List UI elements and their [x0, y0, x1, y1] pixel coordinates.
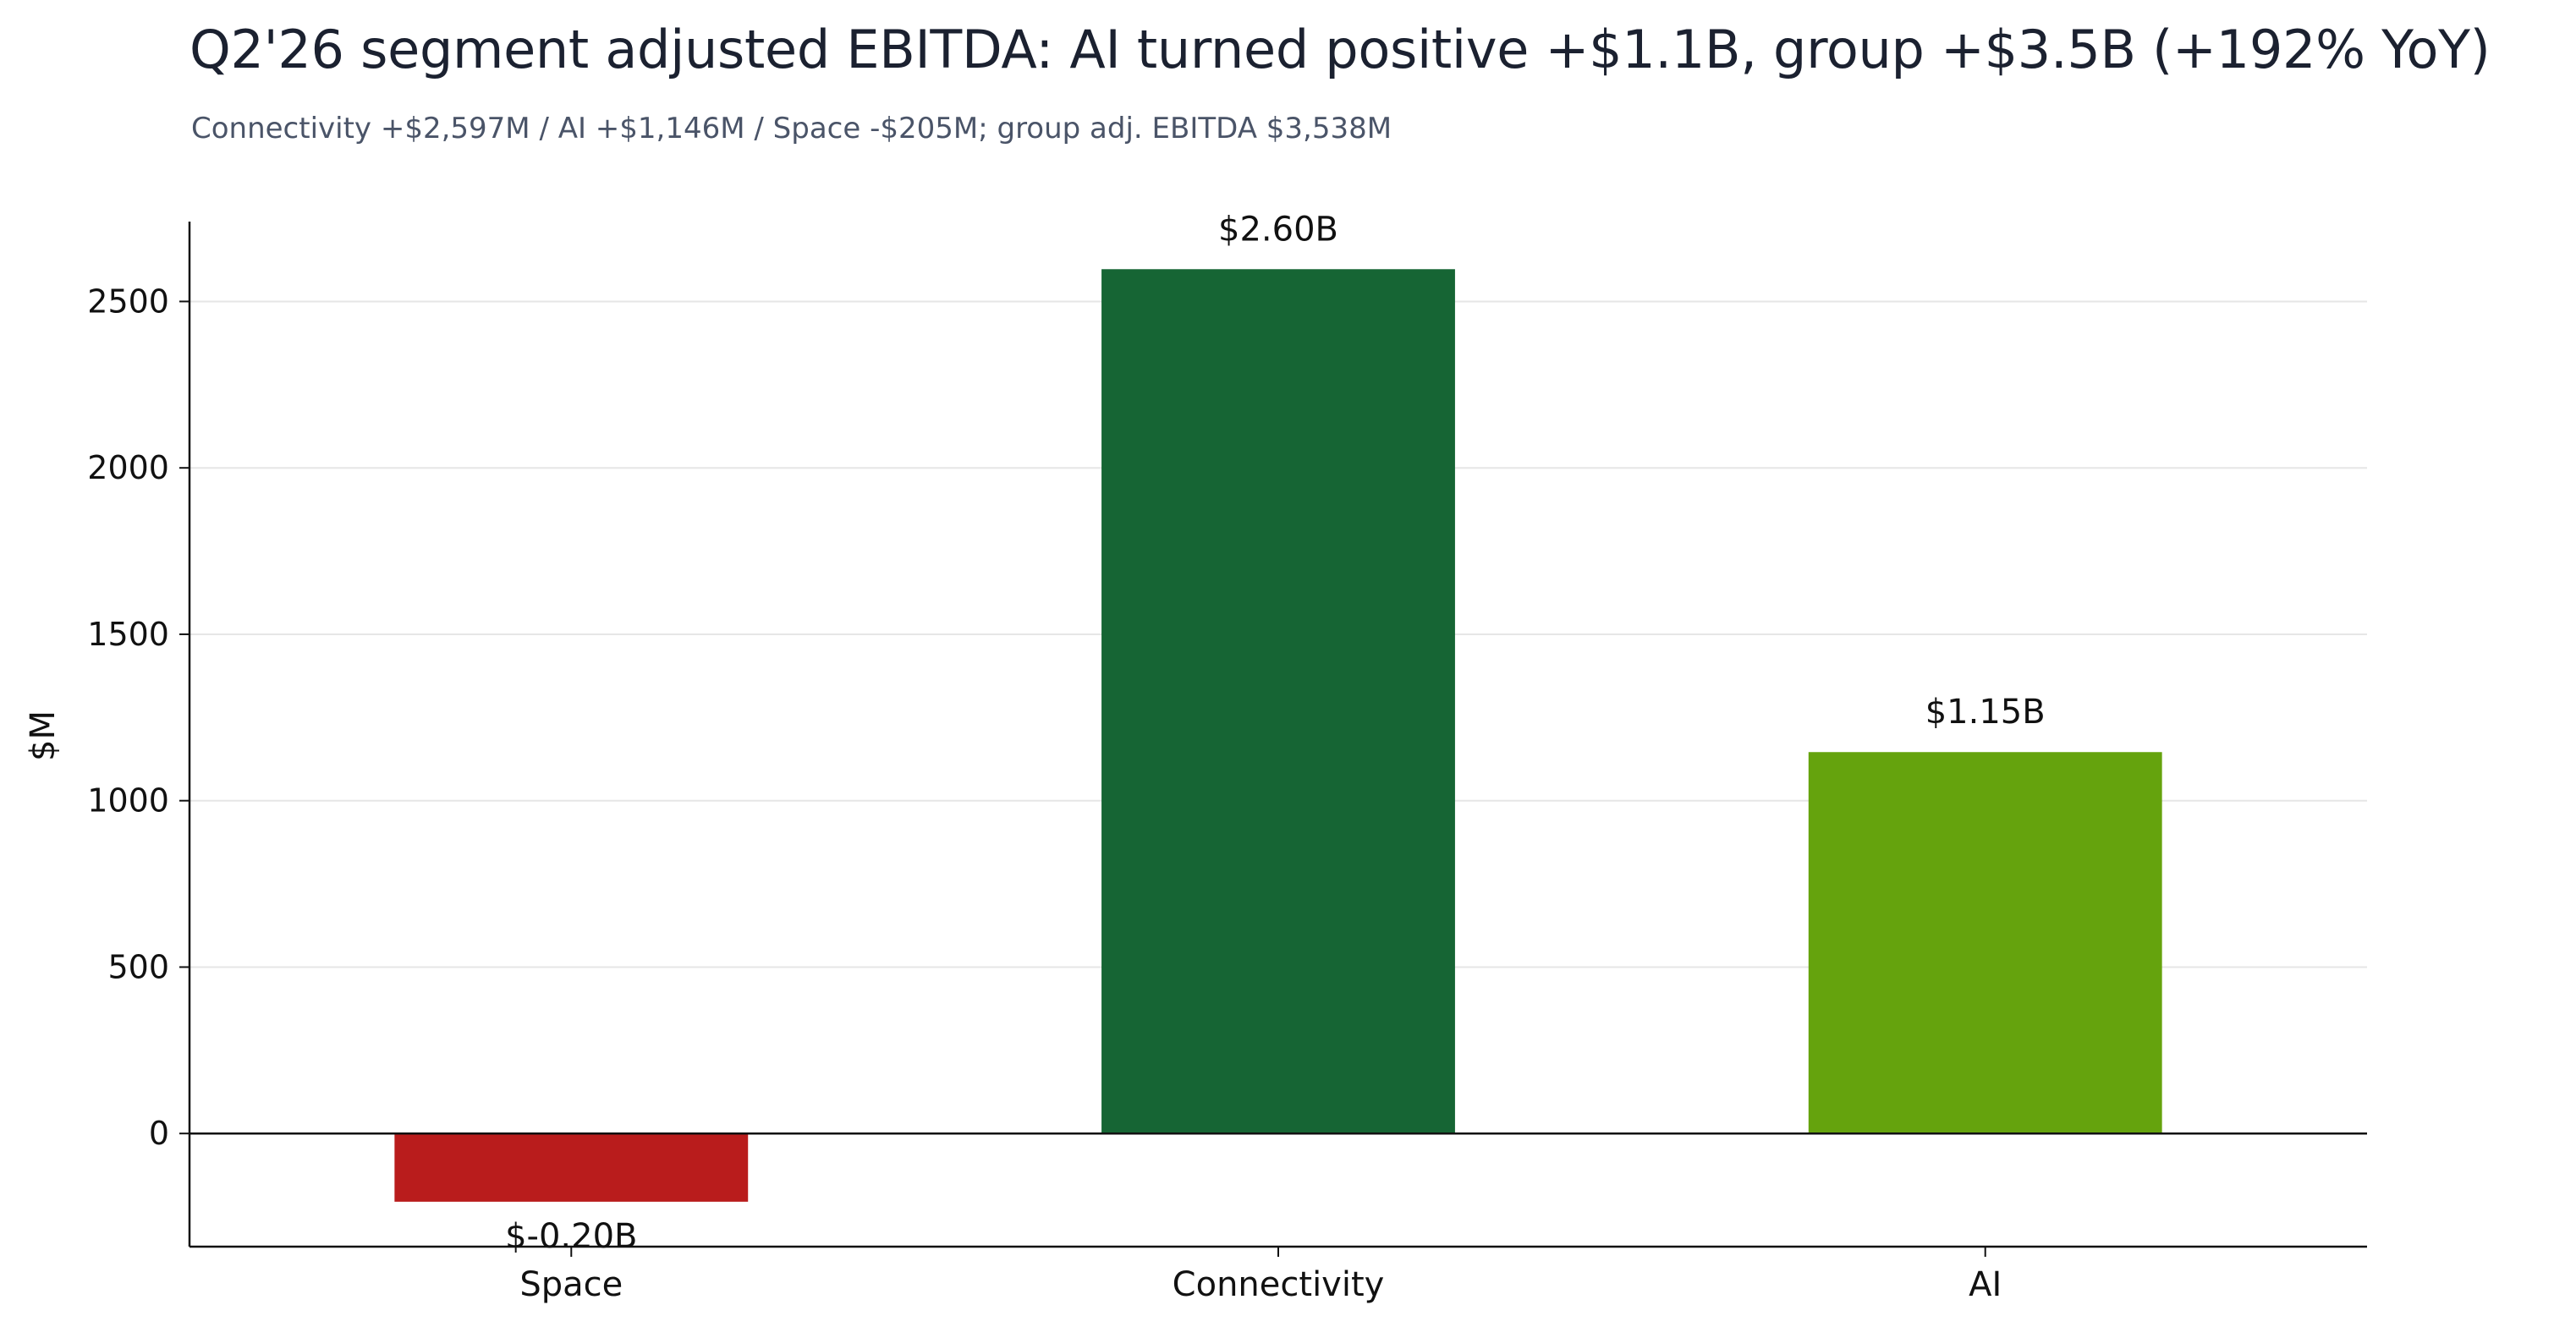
value-label: $-0.20B	[505, 1217, 637, 1256]
x-tick-label: Space	[519, 1265, 623, 1304]
x-ticks: Space Connectivity AI	[519, 1247, 2002, 1304]
x-tick-label: Connectivity	[1173, 1265, 1385, 1304]
y-tick-label: 2500	[87, 282, 169, 320]
y-axis-label: $M	[24, 710, 63, 761]
chart-subtitle: Connectivity +$2,597M / AI +$1,146M / Sp…	[191, 112, 1392, 145]
bars	[394, 269, 2162, 1202]
y-tick-label: 0	[149, 1115, 169, 1152]
y-ticks: 0 500 1000 1500 2000 2500	[87, 282, 189, 1152]
value-labels: $-0.20B $2.60B $1.15B	[505, 210, 2046, 1256]
x-tick-label: AI	[1969, 1265, 2002, 1304]
value-label: $2.60B	[1218, 210, 1338, 249]
chart-title: Q2'26 segment adjusted EBITDA: AI turned…	[189, 19, 2491, 80]
y-tick-label: 1000	[87, 782, 169, 820]
bar-connectivity	[1101, 269, 1455, 1134]
y-tick-label: 500	[107, 948, 169, 985]
bar-space	[394, 1133, 749, 1202]
y-tick-label: 2000	[87, 449, 169, 486]
value-label: $1.15B	[1925, 693, 2046, 732]
bar-ai	[1808, 752, 2162, 1134]
y-tick-label: 1500	[87, 616, 169, 653]
